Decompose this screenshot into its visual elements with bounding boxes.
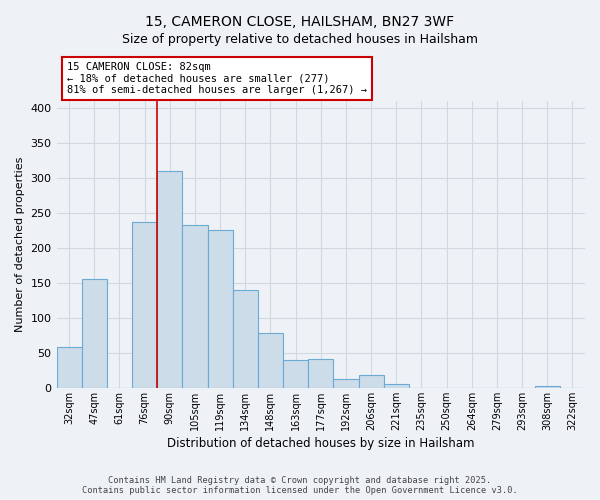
Bar (383, 384, 409, 388)
Bar (334, 379, 359, 388)
Text: 15 CAMERON CLOSE: 82sqm
← 18% of detached houses are smaller (277)
81% of semi-d: 15 CAMERON CLOSE: 82sqm ← 18% of detache… (67, 62, 367, 95)
Y-axis label: Number of detached properties: Number of detached properties (15, 156, 25, 332)
Bar (56, 348, 82, 388)
Bar (208, 230, 233, 388)
Bar (182, 225, 208, 388)
Text: 15, CAMERON CLOSE, HAILSHAM, BN27 3WF: 15, CAMERON CLOSE, HAILSHAM, BN27 3WF (145, 15, 455, 29)
Bar (308, 358, 334, 388)
Bar (233, 290, 258, 388)
Bar (359, 374, 383, 388)
Text: Size of property relative to detached houses in Hailsham: Size of property relative to detached ho… (122, 32, 478, 46)
Bar (535, 386, 560, 388)
Bar (283, 360, 308, 388)
Bar (132, 222, 157, 388)
Text: Contains HM Land Registry data © Crown copyright and database right 2025.
Contai: Contains HM Land Registry data © Crown c… (82, 476, 518, 495)
Bar (82, 280, 107, 388)
Bar (157, 171, 182, 388)
Bar (258, 334, 283, 388)
X-axis label: Distribution of detached houses by size in Hailsham: Distribution of detached houses by size … (167, 437, 475, 450)
